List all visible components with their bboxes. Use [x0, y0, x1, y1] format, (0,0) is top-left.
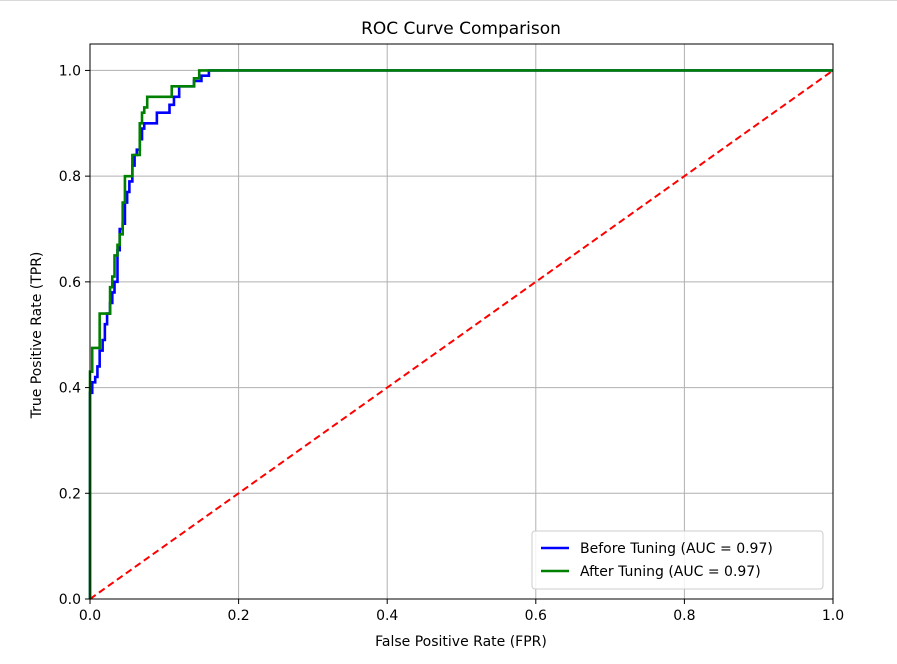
series-line-0 [88, 69, 833, 599]
chance-diagonal-line [89, 69, 834, 600]
y-tick-label: 0.8 [59, 169, 81, 185]
y-axis-label: True Positive Rate (TPR) [29, 252, 45, 420]
ticks: 0.0 0.2 0.4 0.6 0.8 1.0 0.0 0.2 0.4 0.6 0.8 1.0 [59, 63, 844, 624]
legend-box [531, 530, 824, 590]
x-tick-label: 0.8 [673, 608, 695, 624]
x-tick-label: 0.0 [79, 608, 101, 624]
legend: Before Tuning (AUC = 0.97) After Tuning (… [531, 530, 824, 590]
plot-frame [89, 43, 834, 600]
series-line-1 [88, 69, 833, 599]
x-tick-label: 1.0 [822, 608, 844, 624]
x-axis-label: False Positive Rate (FPR) [375, 634, 547, 650]
y-tick-label: 0.4 [59, 381, 81, 397]
legend-entry-label: After Tuning (AUC = 0.97) [580, 564, 761, 580]
grid [89, 44, 834, 600]
x-tick-label: 0.6 [525, 608, 547, 624]
y-tick-label: 0.2 [59, 486, 81, 502]
y-tick-label: 1.0 [59, 63, 81, 79]
y-tick-label: 0.0 [59, 592, 81, 608]
chart-title: ROC Curve Comparison [361, 19, 561, 39]
x-tick-label: 0.2 [227, 608, 249, 624]
x-tick-label: 0.4 [376, 608, 398, 624]
series-layer [88, 69, 834, 600]
y-tick-label: 0.6 [59, 275, 81, 291]
top-divider [0, 0, 897, 1]
legend-entry-label: Before Tuning (AUC = 0.97) [580, 541, 773, 557]
